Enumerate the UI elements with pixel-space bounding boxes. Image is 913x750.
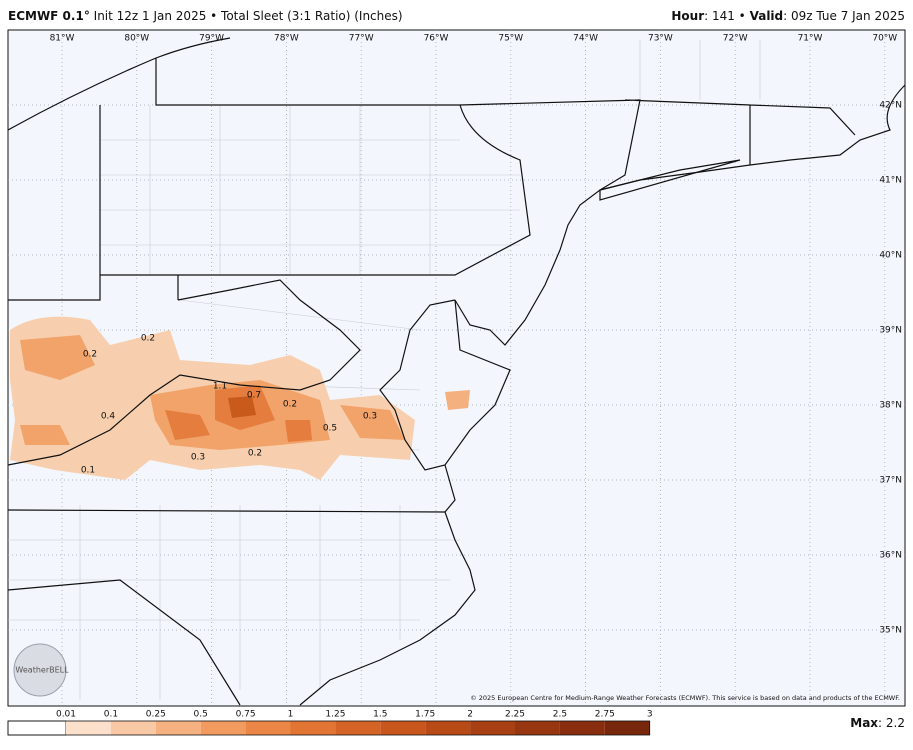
colorbar-label: 0.75	[236, 710, 256, 720]
longitude-label: 73°W	[648, 34, 673, 44]
colorbar-label: 2.25	[505, 710, 525, 720]
colorbar-label: 0.5	[194, 710, 208, 720]
valid-label: Valid	[750, 9, 784, 23]
latitude-labels: 42°N 41°N 40°N 39°N 38°N 37°N 36°N 35°N	[879, 101, 902, 636]
latitude-label: 39°N	[879, 326, 902, 336]
colorbar-frame	[7, 720, 651, 736]
contour-label: 0.7	[247, 391, 261, 401]
colorbar-swatch	[200, 721, 246, 735]
colorbar-swatch	[515, 721, 560, 735]
contour-label: 0.2	[83, 350, 97, 360]
longitude-label: 77°W	[349, 34, 374, 44]
latitude-label: 38°N	[879, 401, 902, 411]
colorbar-label: 0.01	[56, 710, 76, 720]
description: Init 12z 1 Jan 2025 • Total Sleet (3:1 R…	[94, 9, 403, 23]
colorbar-label: 1.75	[415, 710, 435, 720]
latitude-label: 40°N	[879, 251, 902, 261]
colorbar-swatch	[604, 721, 650, 735]
contour-labels: 0.2 0.2 1.1 0.7 0.2 0.4 0.5 0.3 0.3 0.2 …	[81, 334, 377, 476]
latitude-label: 37°N	[879, 476, 902, 486]
model: ECMWF 0.1°	[8, 9, 90, 23]
copyright: © 2025 European Centre for Medium-Range …	[470, 694, 900, 702]
latitude-label: 41°N	[879, 176, 902, 186]
colorbar-swatch	[110, 721, 156, 735]
longitude-label: 75°W	[498, 34, 523, 44]
longitude-label: 70°W	[872, 34, 897, 44]
longitude-labels: 81°W 80°W 79°W 78°W 77°W 76°W 75°W 74°W 73°W 72°W…	[50, 34, 898, 44]
colorbar: 0.01 0.1 0.25 0.5 0.75 1 1.25 1.5 1.75 2 2.25 2.5 2.…	[7, 710, 653, 736]
max-label: Max	[850, 716, 878, 730]
longitude-label: 74°W	[573, 34, 598, 44]
contour-label: 0.5	[323, 424, 337, 434]
header-right: Hour: 141 • Valid: 09z Tue 7 Jan 2025	[671, 9, 905, 23]
hour: : 141 •	[704, 9, 746, 23]
colorbar-swatch	[290, 721, 336, 735]
contour-label: 0.4	[101, 412, 116, 422]
latitude-label: 35°N	[879, 626, 902, 636]
hour-label: Hour	[671, 9, 704, 23]
longitude-label: 76°W	[424, 34, 449, 44]
colorbar-label: 1.25	[325, 710, 345, 720]
colorbar-label: 1.5	[373, 710, 387, 720]
longitude-label: 78°W	[274, 34, 299, 44]
valid: : 09z Tue 7 Jan 2025	[783, 9, 905, 23]
header-left: ECMWF 0.1° Init 12z 1 Jan 2025 • Total S…	[8, 9, 403, 23]
max-value: : 2.2	[878, 716, 905, 730]
colorbar-label: 2.5	[553, 710, 567, 720]
colorbar-label: 2	[467, 710, 473, 720]
contour-label: 0.3	[363, 412, 377, 422]
sleet-field	[10, 316, 470, 480]
colorbar-swatch	[245, 721, 291, 735]
colorbar-under	[7, 720, 67, 736]
colorbar-swatch	[380, 721, 426, 735]
contour-label: 0.2	[248, 449, 262, 459]
map: 81°W 80°W 79°W 78°W 77°W 76°W 75°W 74°W 73°W 72°W…	[7, 29, 906, 707]
colorbar-label: 0.1	[104, 710, 118, 720]
colorbar-label: 1	[288, 710, 294, 720]
latitude-label: 36°N	[879, 551, 902, 561]
contour-label: 0.2	[283, 400, 297, 410]
colorbar-swatch	[335, 721, 381, 735]
max: Max: 2.2	[850, 716, 905, 730]
contour-label: 1.1	[213, 382, 227, 392]
colorbar-swatch	[155, 721, 201, 735]
logo: WeatherBELL	[15, 666, 69, 675]
longitude-label: 80°W	[124, 34, 149, 44]
contour-label: 0.2	[141, 334, 155, 344]
sleet-light	[445, 390, 470, 410]
colorbar-swatch	[470, 721, 515, 735]
sleet-max	[228, 396, 256, 418]
colorbar-swatch	[425, 721, 471, 735]
latitude-label: 42°N	[879, 101, 902, 111]
longitude-label: 81°W	[50, 34, 75, 44]
colorbar-label: 2.75	[595, 710, 615, 720]
colorbar-swatch	[66, 721, 111, 735]
contour-label: 0.3	[191, 453, 205, 463]
colorbar-swatch	[559, 721, 605, 735]
borders	[7, 37, 906, 706]
contour-label: 0.1	[81, 466, 95, 476]
longitude-label: 79°W	[199, 34, 224, 44]
longitude-label: 71°W	[798, 34, 823, 44]
longitude-label: 72°W	[723, 34, 748, 44]
colorbar-label: 0.25	[146, 710, 166, 720]
logo-badge	[13, 643, 67, 697]
colorbar-label: 3	[647, 710, 653, 720]
